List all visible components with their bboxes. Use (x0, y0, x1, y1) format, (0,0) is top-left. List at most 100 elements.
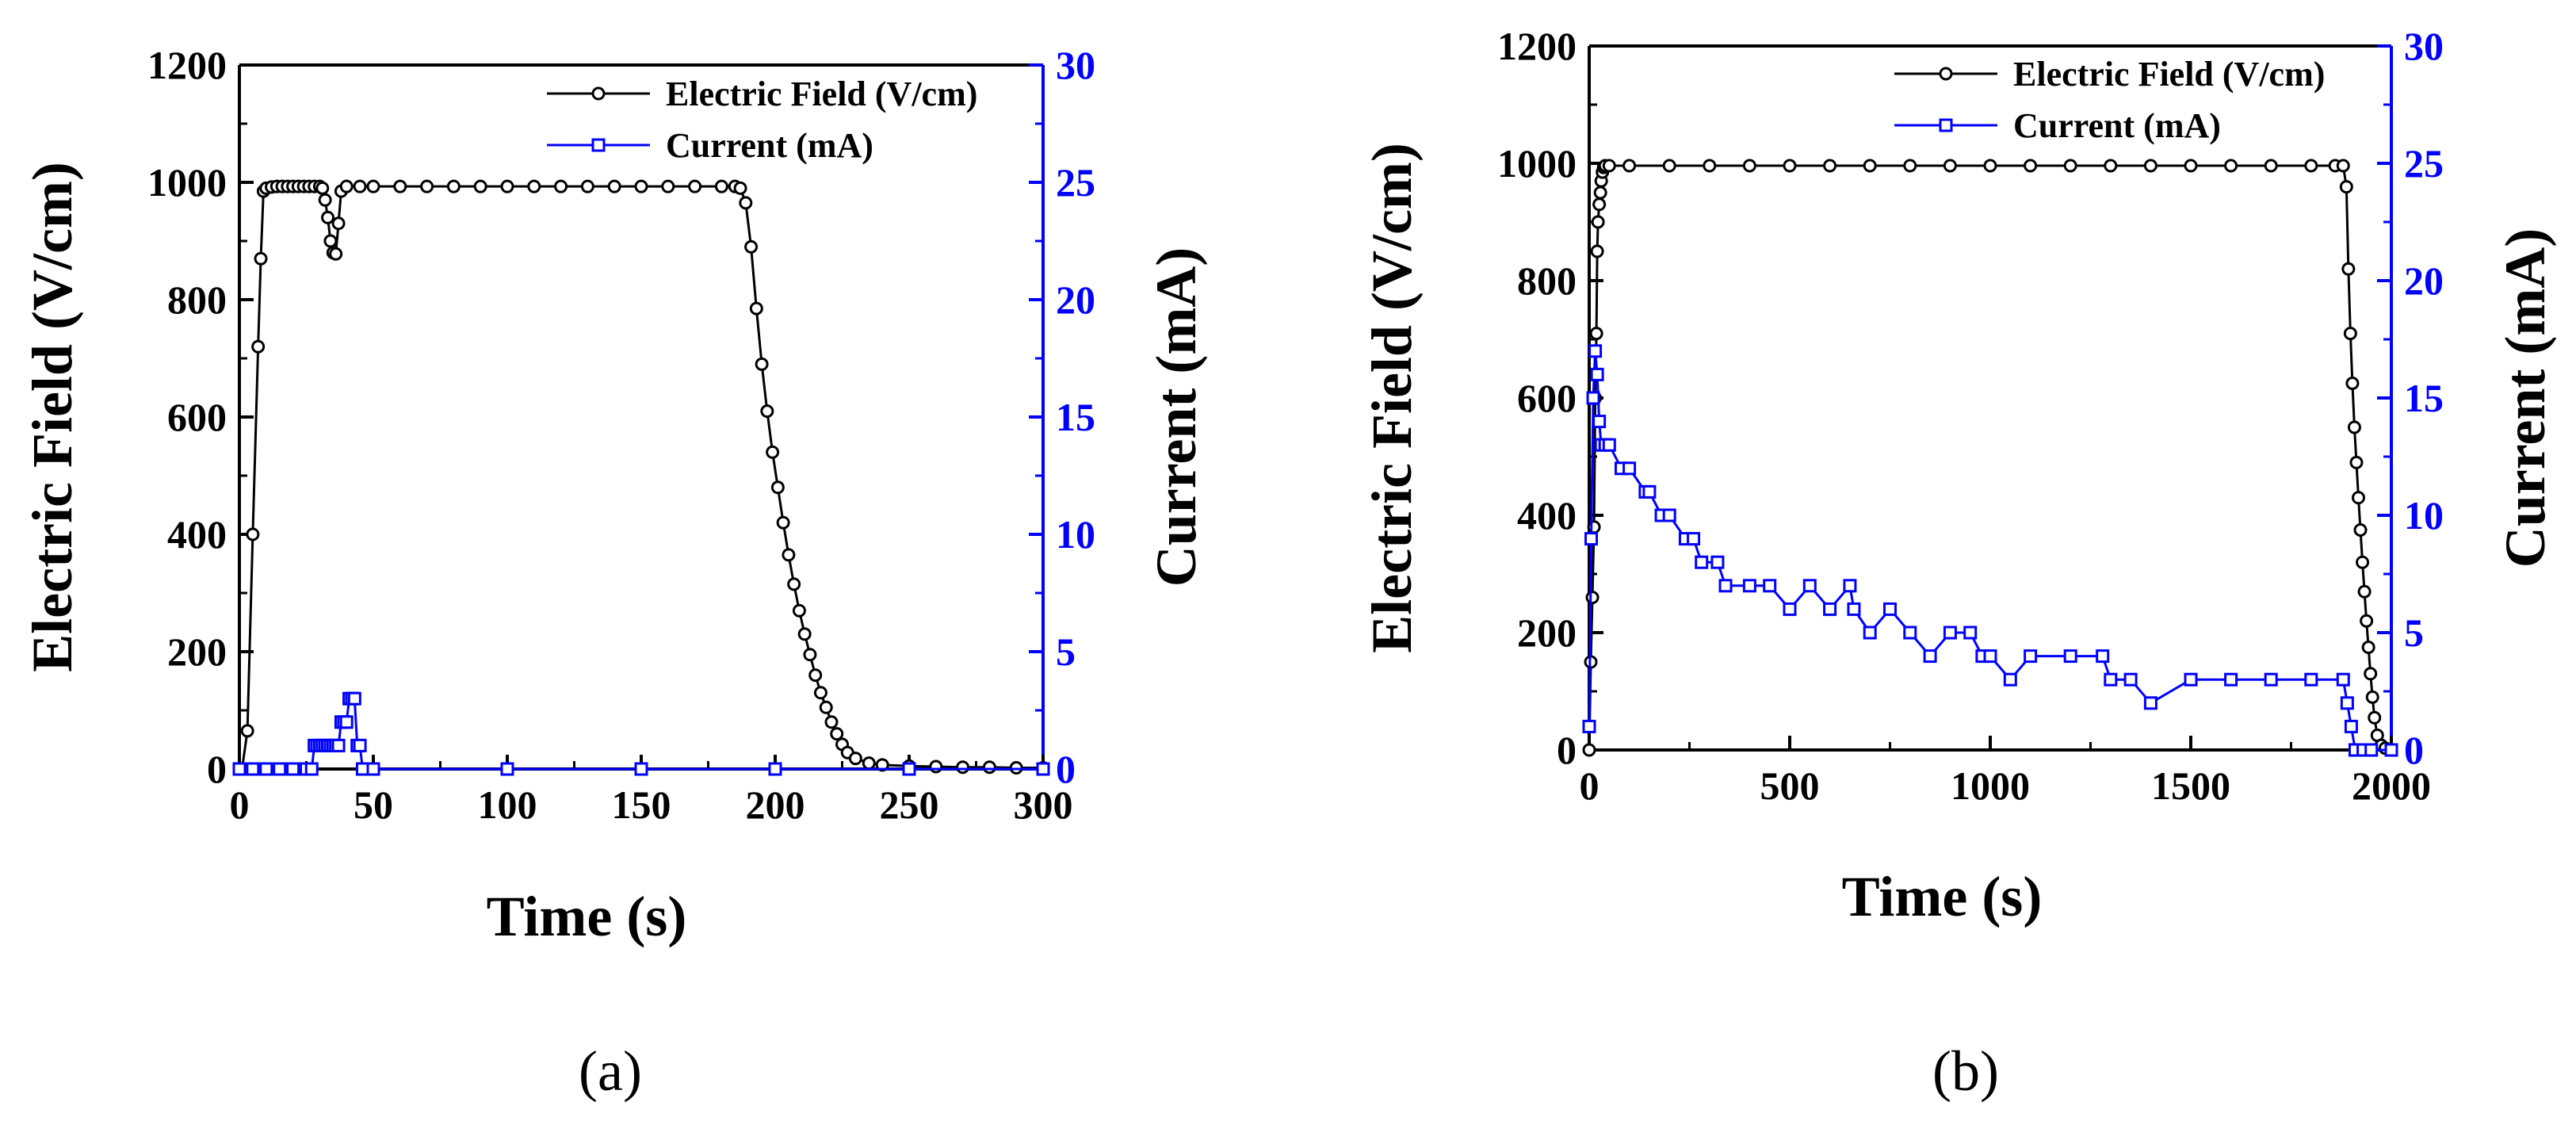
current-data-point (2024, 649, 2038, 664)
field-data-point (2349, 455, 2364, 469)
field-data-point (875, 758, 889, 772)
current-data-point (1584, 532, 1599, 546)
current-data-point (1983, 649, 1997, 664)
x-axis-title: Time (s) (1842, 865, 2043, 928)
field-data-point (714, 179, 728, 193)
y-left-tick-label: 600 (1517, 376, 1577, 420)
current-data-point (1718, 579, 1733, 593)
y-left-axis-title: Electric Field (V/cm) (21, 162, 84, 672)
field-data-point (862, 756, 876, 771)
field-series-line (240, 185, 1043, 770)
current-data-point (2264, 672, 2278, 687)
current-data-point (634, 762, 648, 776)
current-data-point (2384, 743, 2398, 757)
x-axis-title: Time (s) (487, 885, 687, 948)
field-data-point (393, 179, 407, 193)
y-right-axis-title: Current (mA) (1145, 247, 1208, 587)
y-left-tick-label: 1000 (1497, 141, 1577, 186)
current-data-point (1863, 626, 1877, 640)
x-tick-label: 200 (746, 782, 805, 827)
current-data-point (2104, 672, 2118, 687)
x-tick-label: 0 (1580, 763, 1599, 808)
field-data-point (2365, 690, 2379, 704)
field-data-point (2364, 667, 2378, 681)
current-data-point (2003, 672, 2017, 687)
current-data-point (1943, 626, 1957, 640)
field-data-point (607, 179, 621, 193)
field-data-point (2063, 159, 2077, 173)
field-data-point (2224, 159, 2238, 173)
current-data-point (1695, 555, 1709, 569)
field-data-point (766, 445, 780, 459)
x-tick-label: 0 (230, 782, 250, 827)
x-tick-label: 250 (880, 782, 939, 827)
current-data-point (355, 762, 369, 776)
current-data-point (1710, 555, 1725, 569)
current-data-point (902, 762, 916, 776)
current-data-point (2184, 672, 2198, 687)
field-data-point (331, 216, 346, 231)
field-data-point (1983, 159, 1997, 173)
current-data-point (2096, 649, 2110, 664)
field-data-point (1591, 215, 1605, 229)
x-tick-label: 300 (1014, 782, 1073, 827)
field-data-point (1582, 743, 1596, 757)
current-data-point (1742, 579, 1756, 593)
field-data-point (848, 752, 862, 766)
field-data-point (2357, 584, 2372, 599)
field-data-point (2104, 159, 2118, 173)
field-data-point (2184, 159, 2198, 173)
current-data-point (2123, 672, 2138, 687)
current-data-point (1622, 461, 1637, 476)
current-data-point (2224, 672, 2238, 687)
y-left-tick-label: 0 (1557, 728, 1577, 772)
x-tick-label: 150 (612, 782, 671, 827)
field-data-point (956, 760, 970, 775)
current-data-point (1586, 391, 1600, 405)
y-left-tick-label: 1200 (1497, 24, 1577, 68)
field-data-point (749, 301, 763, 316)
field-data-point (339, 179, 354, 193)
field-data-point (2336, 159, 2350, 173)
field-data-point (2343, 327, 2357, 341)
field-data-point (2368, 710, 2382, 725)
y-right-tick-label: 20 (1056, 277, 1095, 322)
current-data-point (273, 762, 287, 776)
field-data-point (554, 179, 568, 193)
y-right-tick-label: 25 (2404, 141, 2444, 186)
y-right-tick-label: 5 (1056, 629, 1076, 674)
field-data-point (803, 648, 817, 662)
field-data-point (819, 700, 833, 714)
current-data-point (2344, 719, 2358, 733)
y-left-tick-label: 0 (207, 747, 227, 791)
field-data-point (733, 181, 747, 195)
current-data-point (304, 762, 319, 776)
current-data-point (1903, 626, 1917, 640)
field-data-point (2360, 614, 2374, 628)
field-data-point (251, 339, 266, 354)
field-data-point (744, 239, 759, 254)
field-data-point (770, 480, 785, 495)
y-left-tick-label: 200 (1517, 610, 1577, 655)
current-data-point (331, 738, 346, 752)
current-series-line (1588, 350, 2391, 752)
field-data-point (792, 603, 806, 618)
y-left-tick-label: 200 (167, 629, 227, 674)
y-right-tick-label: 10 (2404, 493, 2444, 538)
y-right-tick-label: 15 (1056, 395, 1095, 439)
field-data-point (446, 179, 461, 193)
field-data-point (1863, 159, 1877, 173)
current-data-point (366, 762, 380, 776)
field-data-point (755, 357, 769, 371)
current-data-point (2340, 696, 2354, 710)
y-right-axis-title: Current (mA) (2494, 228, 2557, 568)
current-data-point (1783, 602, 1797, 616)
field-data-point (776, 515, 790, 530)
field-data-point (318, 193, 332, 207)
panel-b-chart: 0 500 1000 1500 2000020040060080010001200051… (1360, 24, 2557, 928)
y-right-tick-label: 10 (1056, 512, 1095, 557)
x-tick-label: 500 (1760, 763, 1820, 808)
field-data-point (1703, 159, 1717, 173)
legend-field-label: Electric Field (V/cm) (666, 75, 977, 113)
field-data-point (739, 196, 753, 210)
